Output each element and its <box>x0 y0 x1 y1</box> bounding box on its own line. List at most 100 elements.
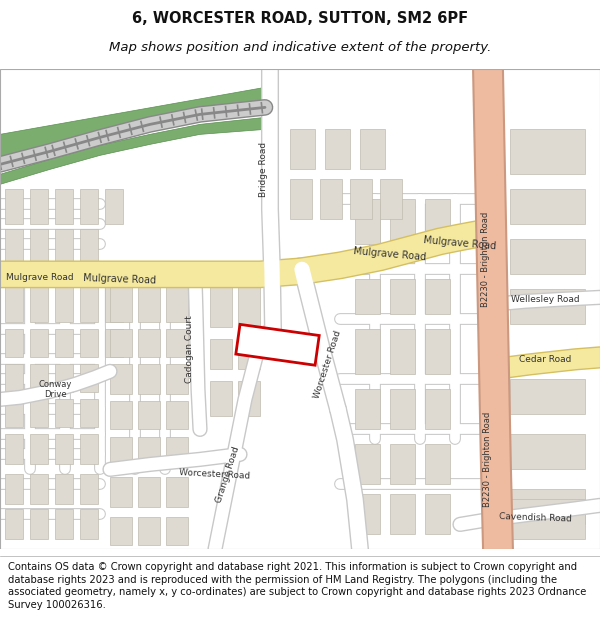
Bar <box>355 199 380 244</box>
Bar <box>238 381 260 416</box>
Bar <box>510 239 585 274</box>
Bar <box>5 189 23 224</box>
Bar <box>138 288 160 322</box>
Bar <box>30 229 48 264</box>
Bar <box>55 434 73 464</box>
Bar <box>510 289 585 324</box>
Text: Cavendish Road: Cavendish Road <box>499 512 572 523</box>
Bar <box>110 329 132 357</box>
Bar <box>80 189 98 224</box>
Text: Conway
Drive: Conway Drive <box>38 379 71 399</box>
Bar <box>80 509 98 539</box>
Bar <box>110 364 132 394</box>
Bar <box>390 329 415 374</box>
Bar <box>80 229 98 264</box>
Bar <box>290 129 315 169</box>
Bar <box>105 329 123 357</box>
Bar <box>55 399 73 428</box>
Bar <box>510 489 585 524</box>
Bar <box>110 518 132 546</box>
Bar <box>166 438 188 468</box>
Bar <box>55 474 73 504</box>
Bar <box>80 434 98 464</box>
Bar <box>30 434 48 464</box>
Bar <box>138 438 160 468</box>
Bar <box>5 474 23 504</box>
Bar <box>55 509 73 539</box>
Bar <box>390 444 415 484</box>
Bar <box>110 438 132 468</box>
Bar <box>380 179 402 219</box>
Bar <box>425 389 450 429</box>
Bar <box>105 189 123 224</box>
Bar <box>5 509 23 539</box>
Bar <box>510 189 585 224</box>
Bar <box>30 364 48 392</box>
Bar <box>510 129 585 174</box>
Bar <box>5 434 23 464</box>
Bar <box>166 518 188 546</box>
Text: Mulgrave Road: Mulgrave Road <box>353 246 427 262</box>
Bar <box>30 399 48 428</box>
Bar <box>55 288 73 322</box>
Bar <box>138 478 160 508</box>
Bar <box>138 364 160 394</box>
Bar <box>5 288 23 322</box>
Bar <box>355 279 380 314</box>
Bar <box>30 509 48 539</box>
Bar <box>425 329 450 374</box>
Bar <box>210 288 232 328</box>
Bar <box>510 499 585 539</box>
Text: Mulgrave Road: Mulgrave Road <box>6 273 74 282</box>
Bar <box>55 329 73 357</box>
Polygon shape <box>0 118 265 184</box>
Bar <box>80 399 98 428</box>
Bar <box>355 494 380 534</box>
Bar <box>210 339 232 369</box>
Bar <box>166 288 188 322</box>
Bar <box>355 444 380 484</box>
Bar <box>355 329 380 374</box>
Text: Grange Road: Grange Road <box>215 445 241 504</box>
Bar <box>55 364 73 392</box>
Text: Contains OS data © Crown copyright and database right 2021. This information is : Contains OS data © Crown copyright and d… <box>8 562 586 610</box>
Bar <box>110 401 132 429</box>
Bar <box>355 389 380 429</box>
Polygon shape <box>0 88 265 164</box>
Bar <box>390 279 415 314</box>
Bar <box>166 478 188 508</box>
Bar <box>238 339 260 369</box>
Bar <box>350 179 372 219</box>
Bar <box>510 434 585 469</box>
Bar <box>390 389 415 429</box>
Text: Worcester Road: Worcester Road <box>313 329 343 399</box>
Bar <box>290 179 312 219</box>
Bar <box>138 401 160 429</box>
Text: Bridge Road: Bridge Road <box>259 142 268 197</box>
Bar <box>30 474 48 504</box>
Bar <box>425 279 450 314</box>
Bar <box>5 364 23 392</box>
Bar <box>80 329 98 357</box>
Text: B2230 - Brighton Road: B2230 - Brighton Road <box>482 412 491 507</box>
Text: Mulgrave Road: Mulgrave Road <box>423 235 497 251</box>
Bar <box>236 324 319 365</box>
Bar <box>110 478 132 508</box>
Text: Cadogan Court: Cadogan Court <box>185 316 194 383</box>
Text: Wellesley Road: Wellesley Road <box>511 295 580 304</box>
Text: Cedar Road: Cedar Road <box>519 355 571 364</box>
Bar <box>5 399 23 428</box>
Bar <box>210 381 232 416</box>
Bar <box>138 518 160 546</box>
Bar <box>30 189 48 224</box>
Bar <box>425 199 450 244</box>
Bar <box>138 329 160 357</box>
Text: 6, WORCESTER ROAD, SUTTON, SM2 6PF: 6, WORCESTER ROAD, SUTTON, SM2 6PF <box>132 11 468 26</box>
Bar <box>80 364 98 392</box>
Bar <box>166 401 188 429</box>
Bar <box>55 229 73 264</box>
Text: B2230 - Brighton Road: B2230 - Brighton Road <box>482 212 491 307</box>
Bar <box>80 288 98 322</box>
Bar <box>320 179 342 219</box>
Bar <box>325 129 350 169</box>
